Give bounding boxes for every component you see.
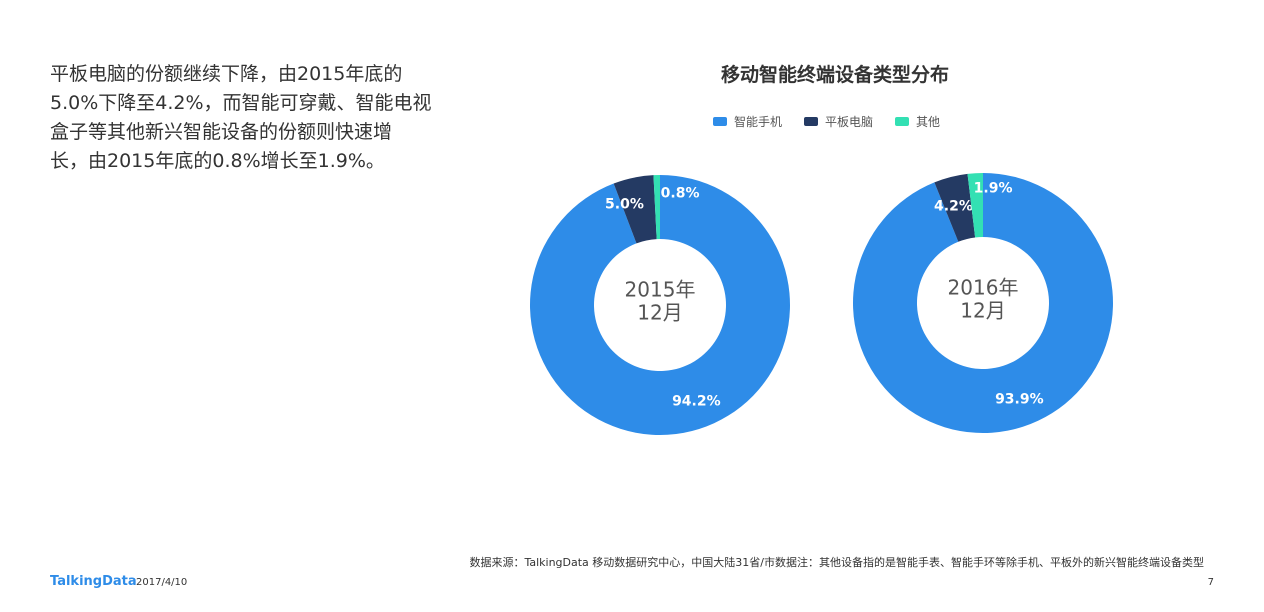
donut-slice [653, 175, 660, 240]
slice-value-label: 1.9% [974, 180, 1013, 196]
donut-center-label: 2015年 [625, 278, 696, 302]
data-source-note: 数据来源：TalkingData 移动数据研究中心，中国大陆31省/市数据注：其… [469, 556, 1204, 569]
donut-slice [613, 175, 657, 244]
legend-item-tablet: 平板电脑 [804, 113, 873, 130]
legend-item-other: 其他 [895, 113, 940, 130]
legend-label: 智能手机 [734, 114, 783, 129]
donut-slice [529, 175, 790, 435]
donut-center-label: 2016年 [948, 276, 1019, 300]
donut-slice [853, 173, 1113, 433]
lead-line: 长，由2015年底的0.8%增长至1.9%。 [50, 150, 385, 172]
lead-line: 盒子等其他新兴智能设备的份额则快速增 [50, 121, 393, 143]
legend-label: 其他 [916, 114, 941, 129]
legend-item-smartphone: 智能手机 [713, 113, 782, 130]
lead-line: 平板电脑的份额继续下降，由2015年底的 [50, 63, 403, 85]
donut-center-label: 12月 [960, 299, 1005, 323]
donut-center-label: 12月 [637, 301, 682, 325]
report-date: 2017/4/10 [136, 577, 188, 588]
donut-slice [934, 173, 976, 242]
lead-line: 5.0%下降至4.2%，而智能可穿戴、智能电视 [50, 92, 432, 114]
page-number: 7 [1207, 577, 1214, 588]
donut-slice [967, 173, 983, 238]
talkingdata-logo: TalkingData [50, 574, 137, 589]
chart-legend: 智能手机 平板电脑 其他 [713, 112, 962, 130]
slice-value-label: 4.2% [934, 199, 973, 215]
lead-paragraph: 平板电脑的份额继续下降，由2015年底的 5.0%下降至4.2%，而智能可穿戴、… [50, 60, 440, 176]
slice-value-label: 0.8% [661, 185, 700, 201]
legend-swatch [713, 116, 727, 126]
legend-label: 平板电脑 [825, 114, 874, 129]
legend-swatch [895, 116, 910, 126]
legend-swatch [804, 116, 819, 126]
slice-value-label: 5.0% [605, 197, 644, 213]
slice-value-label: 94.2% [672, 393, 721, 409]
chart-title: 移动智能终端设备类型分布 [720, 64, 949, 86]
slice-value-label: 93.9% [995, 391, 1044, 407]
